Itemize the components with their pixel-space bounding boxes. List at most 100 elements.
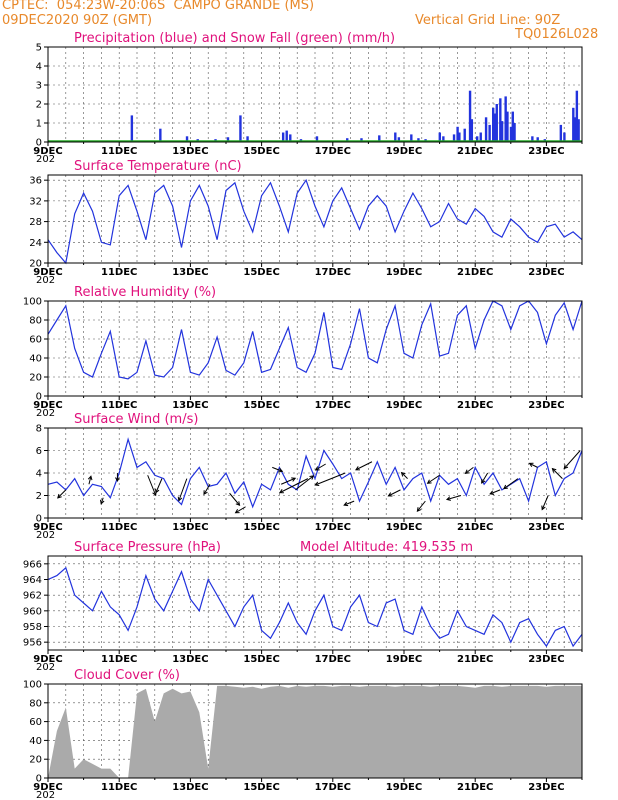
precip-bar <box>346 138 349 142</box>
precip-bar <box>536 137 539 142</box>
precip-bar <box>506 111 509 142</box>
rh-ytick-label: 100 <box>23 297 42 308</box>
precip-bar <box>479 132 482 142</box>
wind-arrow <box>295 475 314 491</box>
temp-series-line <box>47 178 583 265</box>
wind-arrow-head <box>503 484 508 490</box>
wind-arrow-head <box>343 501 349 507</box>
pressure-xtick-label: 9DEC <box>33 654 62 665</box>
precip-bar <box>563 132 566 142</box>
cloud-ytick-label: 20 <box>29 755 42 766</box>
wind-arrow <box>563 450 581 469</box>
wind-ytick-label: 2 <box>36 491 42 502</box>
wind-arrow <box>178 478 188 501</box>
pressure-frame <box>47 555 583 651</box>
temp-ytick-label: 24 <box>29 238 42 249</box>
cloud-cover-area <box>48 685 582 778</box>
wind-arrow <box>481 472 489 484</box>
wind-arrow <box>541 495 549 510</box>
precip-bar <box>495 104 498 142</box>
precip-bar <box>500 121 504 142</box>
wind-xtick-label: 13DEC <box>172 522 208 533</box>
temp-xtick-label: 19DEC <box>386 267 422 278</box>
wind-arrow <box>100 497 104 504</box>
wind-arrow-head <box>563 464 569 470</box>
pressure-subtitle: Model Altitude: 419.535 m <box>300 540 473 555</box>
cloud-xtick-label: 15DEC <box>243 782 279 793</box>
wind-year-prefix: 202 <box>36 530 55 541</box>
cloud-xtick-label: 17DEC <box>315 782 351 793</box>
wind-arrow-head <box>234 509 240 514</box>
wind-arrow-head <box>387 492 393 497</box>
precip-bar <box>226 137 230 142</box>
precip-bar <box>484 117 488 142</box>
wind-arrow <box>343 500 355 506</box>
precip-bar <box>285 130 288 142</box>
header-grid-line: Vertical Grid Line: 90Z <box>415 13 561 28</box>
wind-arrow-head <box>57 493 62 499</box>
precip-bar <box>394 132 397 142</box>
wind-arrow-head <box>464 469 470 475</box>
wind-arrow <box>88 476 92 485</box>
wind-arrow <box>280 477 296 485</box>
wind-arrow-head <box>87 475 93 481</box>
precip-xtick-label: 21DEC <box>457 146 493 157</box>
precip-bar <box>493 113 497 142</box>
precip-ytick-label: 2 <box>36 100 42 111</box>
temp-frame <box>47 174 583 264</box>
precip-bar <box>397 137 401 142</box>
rh-xtick-label: 9DEC <box>33 400 62 411</box>
wind-arrow <box>235 506 246 514</box>
precip-bar <box>456 126 459 142</box>
precip-bar <box>246 136 249 142</box>
wind-arrow-head <box>99 499 105 505</box>
wind-arrow <box>229 492 240 506</box>
wind-arrow <box>315 472 346 486</box>
precip-bar <box>185 136 189 142</box>
wind-arrow-head <box>314 466 320 471</box>
wind-arrow-head <box>291 477 297 482</box>
temp-xtick-label: 13DEC <box>172 267 208 278</box>
rh-ytick-label: 40 <box>29 354 42 365</box>
pressure-xtick-label: 17DEC <box>315 654 351 665</box>
rh-ytick-label: 60 <box>29 335 42 346</box>
temp-xtick-label: 11DEC <box>101 267 137 278</box>
wind-arrow <box>401 472 408 479</box>
rh-xtick-label: 19DEC <box>386 400 422 411</box>
wind-arrow-head <box>551 467 557 473</box>
temp-ytick-label: 20 <box>29 259 42 270</box>
precip-frame <box>47 46 583 143</box>
rh-year-prefix: 202 <box>36 408 55 419</box>
wind-arrow <box>416 500 426 512</box>
pressure-title: Surface Pressure (hPa) <box>74 540 221 555</box>
rh-ytick-label: 20 <box>29 373 42 384</box>
wind-xtick-label: 11DEC <box>101 522 137 533</box>
temp-ytick-label: 28 <box>29 217 42 228</box>
wind-arrow-head <box>489 490 495 495</box>
wind-arrow <box>465 466 474 474</box>
precip-bar <box>492 107 495 142</box>
pressure-xtick-label: 13DEC <box>172 654 208 665</box>
wind-arrow <box>446 495 462 500</box>
wind-arrow <box>427 474 440 484</box>
rh-xtick-label: 21DEC <box>457 400 493 411</box>
wind-arrow-head <box>115 477 120 483</box>
wind-arrow <box>552 468 563 479</box>
wind-arrow-head <box>278 467 284 473</box>
cloud-year-prefix: 202 <box>36 790 55 800</box>
wind-series-line <box>47 437 583 509</box>
precip-bar <box>281 132 285 142</box>
precip-ytick-label: 3 <box>36 81 42 92</box>
wind-arrow <box>489 489 501 495</box>
precip-bar <box>475 136 479 142</box>
pressure-xtick-label: 11DEC <box>101 654 137 665</box>
cloud-ytick-label: 80 <box>29 698 42 709</box>
precip-bar <box>159 128 162 142</box>
cloud-ytick-label: 60 <box>29 717 42 728</box>
precip-bar <box>511 111 514 142</box>
precip-bar <box>468 90 472 142</box>
wind-arrow <box>355 461 373 471</box>
wind-xtick-label: 23DEC <box>528 522 564 533</box>
precip-bar <box>499 98 502 142</box>
precip-bar <box>360 138 363 142</box>
